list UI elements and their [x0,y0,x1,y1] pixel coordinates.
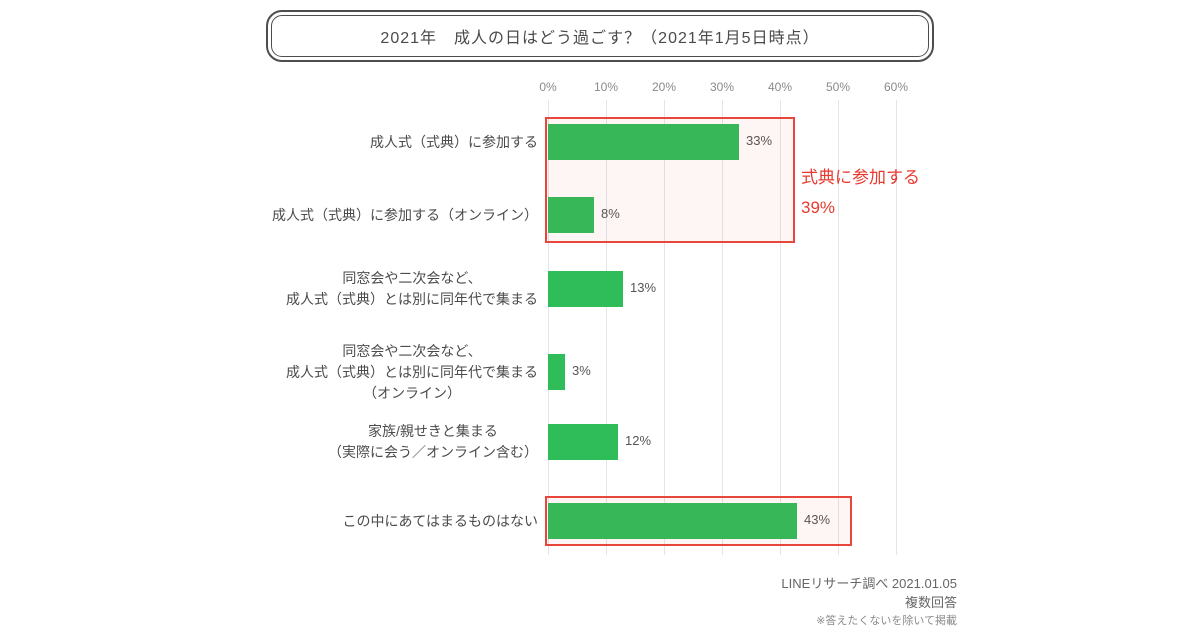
bar-value-label: 8% [601,206,620,221]
title-box: 2021年 成人の日はどう過ごす？（2021年1月5日時点） [266,10,934,62]
category-label-line: 同窓会や二次会など、 [342,270,482,286]
category-label-line: （オンライン） [363,384,461,401]
x-axis-tick: 30% [709,80,735,94]
category-label-line: 同窓会や二次会など、 [342,342,482,359]
bar-value-label: 12% [625,433,652,448]
category-label-line: 成人式（式典）とは別に同年代で集まる [286,291,538,307]
footer-source: LINEリサーチ調べ 2021.01.05 [781,576,957,591]
footer-note-multi: 複数回答 [904,595,957,610]
category-label-line: 成人式（式典）に参加する（オンライン） [272,206,538,223]
gridline [606,100,607,555]
category-label-line: 家族/親せきと集まる [368,423,498,439]
category-label: 成人式（式典）に参加する [370,92,538,192]
highlight-box-none [545,496,852,546]
annotation-ceremony-total: 式典に参加する 39% [801,163,920,223]
x-axis-tick: 20% [651,80,677,94]
x-axis-tick: 60% [883,80,909,94]
highlight-box-ceremony [545,117,795,243]
bar [548,271,623,307]
gridline [722,100,723,555]
x-axis-tick: 50% [825,80,851,94]
footer-note-exclude: ※答えたくないを除いて掲載 [816,615,957,627]
bar [548,424,618,460]
annotation-value: 39% [801,198,836,217]
category-label-line: 成人式（式典）に参加する [370,133,538,150]
chart-title: 2021年 成人の日はどう過ごす？（2021年1月5日時点） [271,15,929,57]
gridline [896,100,897,555]
bar [548,124,739,160]
bar-value-label: 43% [804,512,831,527]
annotation-label: 式典に参加する [801,168,920,187]
gridline [780,100,781,555]
category-label-line: 成人式（式典）とは別に同年代で集まる [286,363,538,380]
gridline [838,100,839,555]
category-label-line: この中にあてはまるものはない [342,512,538,529]
bar-value-label: 33% [746,133,773,148]
x-axis-tick: 40% [767,80,793,94]
x-axis-tick: 0% [539,80,557,94]
category-label: 同窓会や二次会など、成人式（式典）とは別に同年代で集まる （オンライン） [286,322,538,422]
x-axis-tick: 10% [593,80,619,94]
footer-notes: LINEリサーチ調べ 2021.01.05 複数回答 ※答えたくないを除いて掲載 [781,574,957,630]
gridline [548,100,549,555]
category-label-line: （実際に会う／オンライン含む） [328,444,538,460]
category-label: 成人式（式典）に参加する（オンライン） [272,165,538,265]
gridline [664,100,665,555]
category-label: 家族/親せきと集まる （実際に会う／オンライン含む） [328,392,538,492]
bar [548,197,594,233]
bar [548,354,565,390]
category-label: 同窓会や二次会など、成人式（式典）とは別に同年代で集まる [286,239,538,339]
bar-value-label: 3% [572,363,591,378]
bar [548,503,797,539]
bar-value-label: 13% [630,280,657,295]
category-label: この中にあてはまるものはない [343,471,538,571]
